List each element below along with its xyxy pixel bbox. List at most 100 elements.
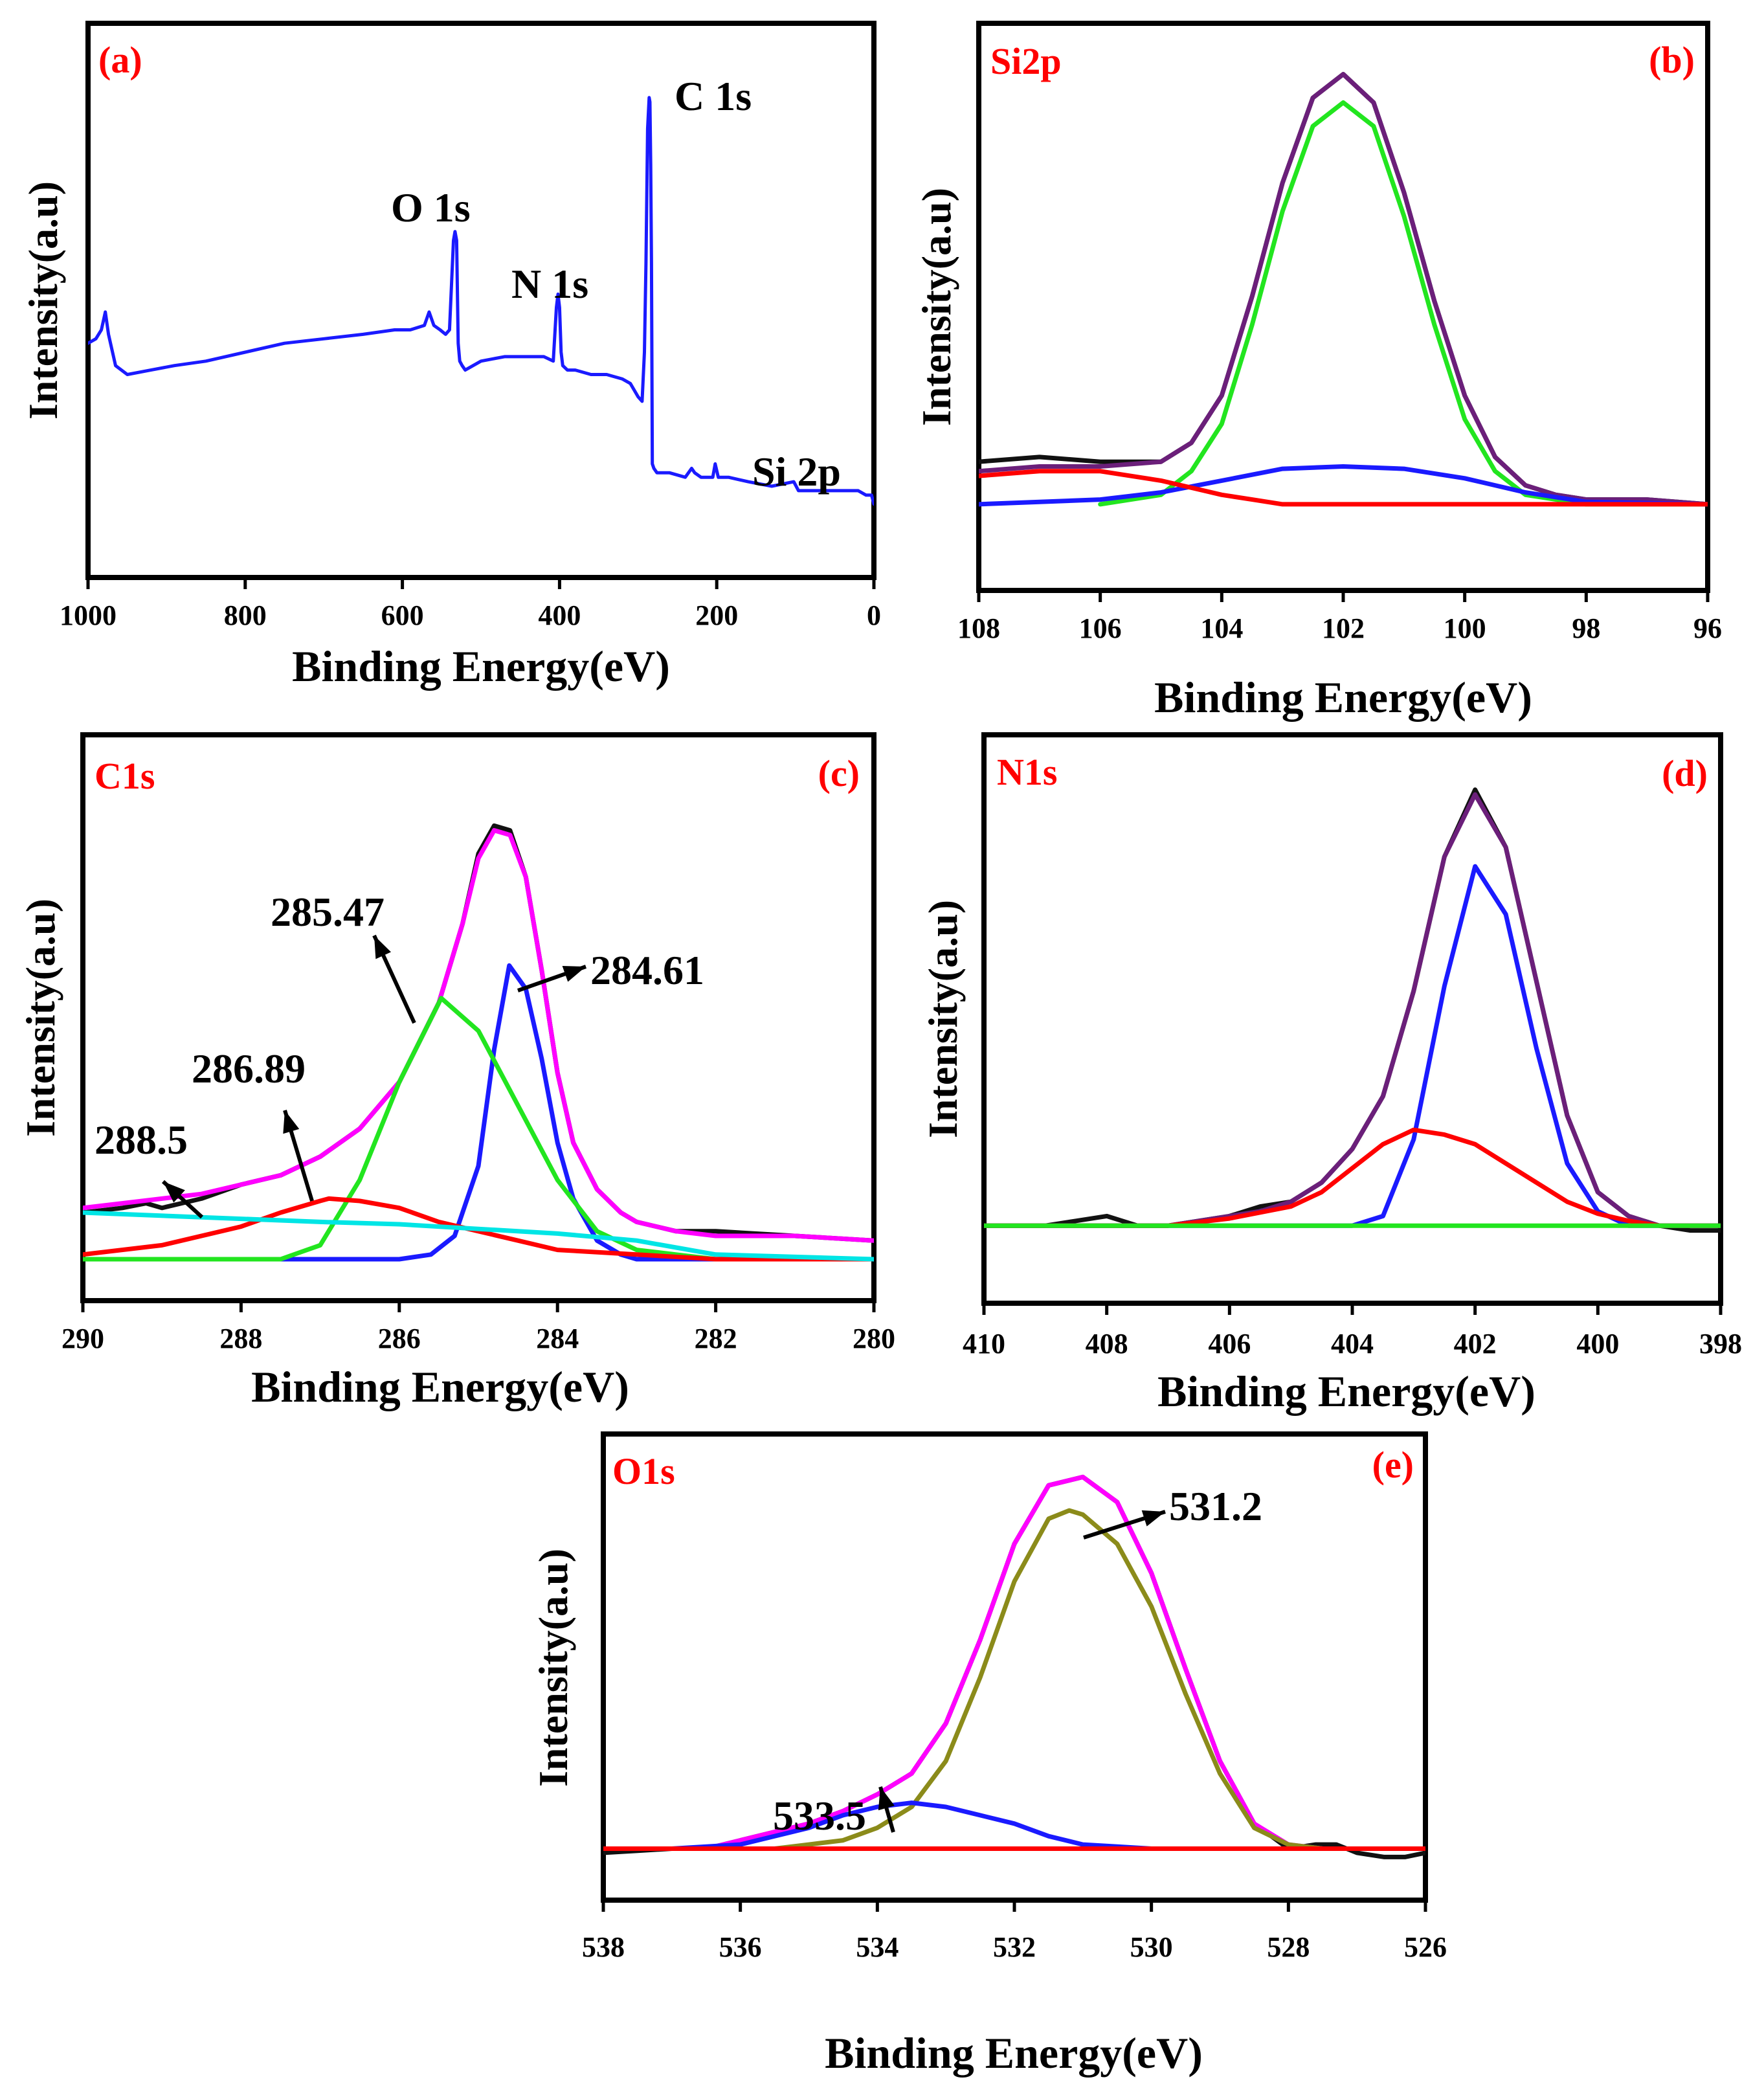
peak-annotation-o1s: O 1s xyxy=(391,185,471,230)
x-axis-label: Binding Energy(eV) xyxy=(1157,1367,1535,1416)
series-envelope-line xyxy=(603,1474,1425,1851)
x-tick-label: 1000 xyxy=(60,599,117,631)
x-tick-label: 530 xyxy=(1130,1931,1173,1963)
x-tick-label: 526 xyxy=(1404,1931,1447,1963)
plot-frame xyxy=(85,21,876,580)
series-survey-line xyxy=(88,96,874,506)
x-tick-label: 286 xyxy=(378,1323,421,1354)
x-tick-label: 528 xyxy=(1267,1931,1310,1963)
series-baseline-line xyxy=(979,469,1708,507)
x-tick-label: 96 xyxy=(1693,612,1722,644)
element-tag: C1s xyxy=(95,755,155,797)
y-axis-label: Intensity(a.u) xyxy=(913,188,959,426)
series-envelope-line xyxy=(984,792,1721,1228)
x-tick-label: 536 xyxy=(719,1931,762,1963)
x-axis-ticks: 1000 800 600 400 200 0 xyxy=(60,577,881,631)
peak-label-533-5: 533.5 xyxy=(773,1793,866,1839)
x-tick-label: 800 xyxy=(224,599,267,631)
x-axis-label: Binding Energy(eV) xyxy=(825,2028,1203,2078)
x-tick-label: 398 xyxy=(1699,1328,1742,1360)
peak-label-284-61: 284.61 xyxy=(590,947,704,993)
panel-label: (d) xyxy=(1662,752,1708,794)
x-tick-label: 410 xyxy=(963,1328,1005,1360)
series-envelope-line xyxy=(979,72,1708,507)
x-axis-ticks: 410 408 406 404 402 400 398 xyxy=(963,1303,1742,1360)
series-envelope-line xyxy=(83,828,874,1243)
x-tick-label: 290 xyxy=(61,1323,104,1354)
series-c-c-284-61-line xyxy=(83,963,874,1262)
plot-frame xyxy=(80,732,876,1303)
x-tick-label: 104 xyxy=(1200,612,1243,644)
peak-annotation-si2p: Si 2p xyxy=(752,449,841,495)
panel-e-o1s: 538 536 534 532 530 528 526 O1s (e) 531.2 533.… xyxy=(530,1431,1447,2078)
series-o-531-2-line xyxy=(603,1508,1425,1851)
plot-frame xyxy=(601,1431,1428,1903)
x-tick-label: 404 xyxy=(1331,1328,1374,1360)
panel-label: (b) xyxy=(1649,39,1695,81)
x-tick-label: 282 xyxy=(695,1323,737,1354)
x-tick-label: 284 xyxy=(536,1323,579,1354)
peak-label-286-89: 286.89 xyxy=(192,1046,306,1092)
peak-label-531-2: 531.2 xyxy=(1169,1483,1262,1529)
panel-label: (c) xyxy=(818,752,860,794)
element-tag: O1s xyxy=(612,1450,675,1492)
series-n-403-line xyxy=(984,1127,1721,1228)
series-raw-line xyxy=(603,1474,1425,1859)
series-c-n-285-47-line xyxy=(83,996,874,1262)
x-tick-label: 402 xyxy=(1454,1328,1497,1360)
x-tick-label: 280 xyxy=(853,1323,895,1354)
panel-b-si2p: 108 106 104 102 100 98 96 Si2p (b) Intensity(a… xyxy=(913,21,1722,722)
x-axis-ticks: 538 536 534 532 530 528 526 xyxy=(582,1900,1447,1963)
series-si-n-line xyxy=(1098,100,1708,507)
x-axis-label: Binding Energy(eV) xyxy=(292,642,670,691)
x-axis-ticks: 290 288 286 284 282 280 xyxy=(61,1301,895,1354)
x-tick-label: 532 xyxy=(993,1931,1036,1963)
x-tick-label: 108 xyxy=(957,612,1000,644)
peak-label-285-47: 285.47 xyxy=(271,889,385,935)
x-axis-label: Binding Energy(eV) xyxy=(1154,673,1532,722)
x-tick-label: 98 xyxy=(1572,612,1600,644)
element-tag: Si2p xyxy=(990,40,1062,82)
peak-arrows xyxy=(878,1510,1166,1833)
x-tick-label: 400 xyxy=(538,599,581,631)
arrow-285-47-head xyxy=(374,936,392,959)
series-o-c-o-288-5-line xyxy=(83,1210,874,1262)
x-tick-label: 406 xyxy=(1208,1328,1251,1360)
x-tick-label: 100 xyxy=(1444,612,1486,644)
x-axis-label: Binding Energy(eV) xyxy=(251,1362,629,1411)
series-si-o-line xyxy=(979,464,1708,507)
x-tick-label: 106 xyxy=(1079,612,1122,644)
x-tick-label: 400 xyxy=(1576,1328,1619,1360)
series-c-o-286-89-line xyxy=(83,1196,874,1262)
x-tick-label: 200 xyxy=(695,599,738,631)
panel-label: (a) xyxy=(98,39,142,81)
panel-a-survey: 1000 800 600 400 200 0 (a) C 1s O 1s N 1s Si … xyxy=(20,21,881,691)
y-axis-label: Intensity(a.u) xyxy=(920,900,966,1138)
arrow-533-5-head xyxy=(878,1787,895,1811)
y-axis-label: Intensity(a.u) xyxy=(530,1549,576,1787)
panel-d-n1s: 410 408 406 404 402 400 398 N1s (d) Intensity(… xyxy=(920,732,1742,1416)
element-tag: N1s xyxy=(997,751,1057,793)
x-tick-label: 0 xyxy=(867,599,881,631)
peak-arrows xyxy=(161,934,586,1219)
peak-label-288-5: 288.5 xyxy=(95,1117,188,1163)
x-tick-label: 102 xyxy=(1322,612,1365,644)
series-raw-line xyxy=(979,72,1708,507)
arrow-531-2-head xyxy=(1141,1510,1165,1527)
x-tick-label: 538 xyxy=(582,1931,625,1963)
x-tick-label: 534 xyxy=(856,1931,899,1963)
x-tick-label: 408 xyxy=(1086,1328,1128,1360)
x-tick-label: 288 xyxy=(219,1323,262,1354)
y-axis-label: Intensity(a.u) xyxy=(17,899,63,1137)
arrow-288-5-head xyxy=(163,1182,185,1203)
peak-annotation-c1s: C 1s xyxy=(675,73,752,119)
arrow-286-89-head xyxy=(283,1110,300,1134)
panel-label: (e) xyxy=(1372,1444,1414,1486)
peak-annotation-n1s: N 1s xyxy=(511,261,588,307)
x-tick-label: 600 xyxy=(381,599,424,631)
x-axis-ticks: 108 106 104 102 100 98 96 xyxy=(957,590,1722,644)
panel-c-c1s: 290 288 286 284 282 280 C1s (c) 284.61 285.47… xyxy=(17,732,895,1411)
y-axis-label: Intensity(a.u) xyxy=(20,181,66,420)
series-raw-line xyxy=(984,787,1721,1233)
